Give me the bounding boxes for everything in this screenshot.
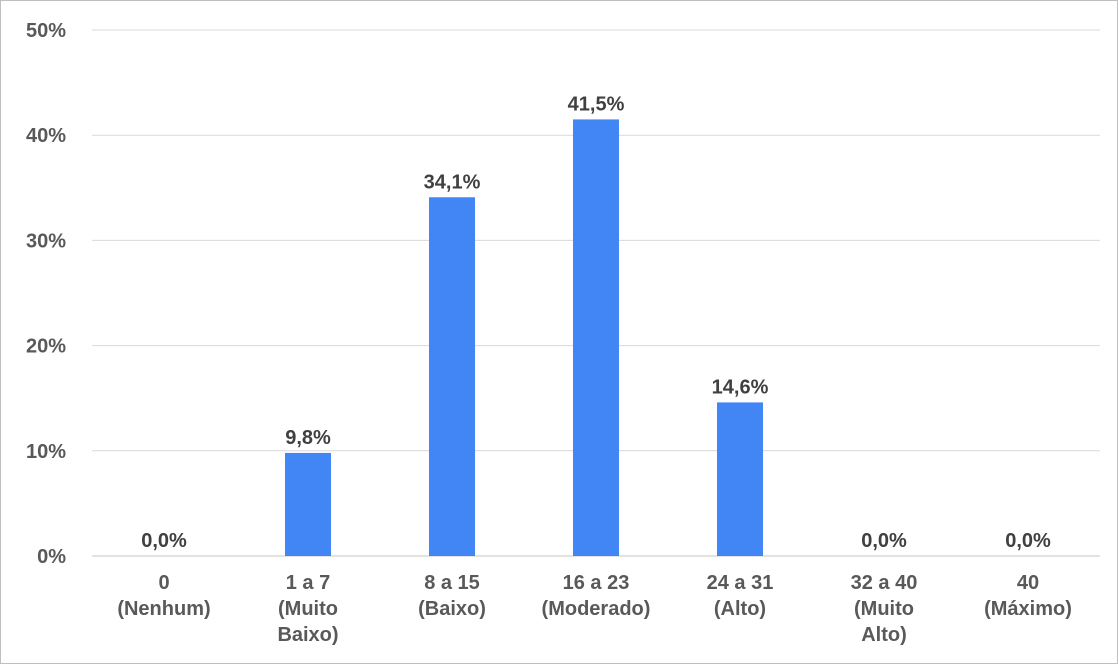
data-label: 0,0% xyxy=(1005,530,1051,552)
data-label: 0,0% xyxy=(141,530,187,552)
data-labels: 0,0% 9,8% 34,1% 41,5% 14,6% 0,0% 0,0% xyxy=(141,93,1051,552)
y-axis-ticks: 0% 10% 20% 30% 40% 50% xyxy=(26,20,66,568)
data-label: 14,6% xyxy=(712,376,769,398)
bar xyxy=(429,197,475,556)
x-category-label: 32 a 40 (Muito Alto) xyxy=(851,572,918,646)
data-label: 9,8% xyxy=(285,427,331,449)
y-tick-label: 0% xyxy=(37,546,66,568)
x-category-label: 0 (Nenhum) xyxy=(117,572,210,620)
bars xyxy=(285,119,763,557)
y-tick-label: 20% xyxy=(26,336,66,358)
x-category-label: 1 a 7 (Muito Baixo) xyxy=(277,572,338,646)
x-category-label: 16 a 23 (Moderado) xyxy=(542,572,651,620)
x-category-label: 8 a 15 (Baixo) xyxy=(418,572,486,620)
y-tick-label: 40% xyxy=(26,125,66,147)
data-label: 0,0% xyxy=(861,530,907,552)
y-tick-label: 30% xyxy=(26,230,66,252)
bar xyxy=(285,452,331,556)
x-axis-categories: 0 (Nenhum) 1 a 7 (Muito Baixo) 8 a 15 (Baixo) 1… xyxy=(117,572,1072,646)
data-label: 34,1% xyxy=(424,171,481,193)
data-label: 41,5% xyxy=(568,93,625,115)
bar xyxy=(717,402,763,556)
y-tick-label: 50% xyxy=(26,20,66,42)
x-category-label: 24 a 31 (Alto) xyxy=(707,572,774,620)
x-category-label: 40 (Máximo) xyxy=(984,572,1072,620)
bar xyxy=(573,119,619,557)
y-tick-label: 10% xyxy=(26,441,66,463)
